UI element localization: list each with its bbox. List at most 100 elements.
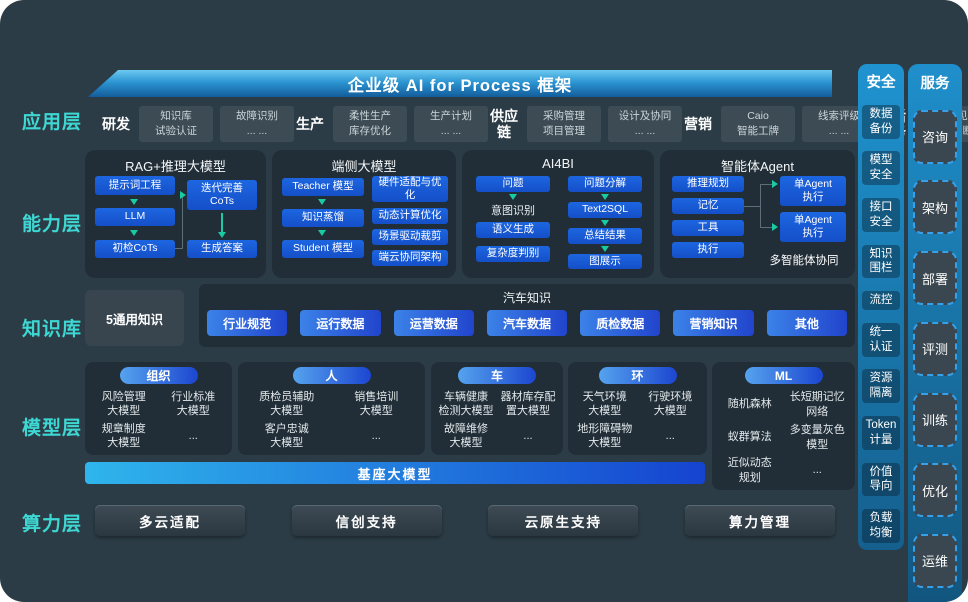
framework-banner: 企业级 AI for Process 框架 [88, 70, 832, 97]
compute-item: 多云适配 [95, 505, 245, 536]
ai4bi-complexity: 复杂度判别 [476, 246, 550, 262]
model-item: 规章制度 大模型 [101, 422, 146, 449]
model-item: ... [371, 429, 381, 442]
ai4bi-summarize: 总结结果 [568, 228, 642, 244]
model-item: 风险管理 大模型 [101, 390, 146, 417]
service-item: 架构 [913, 180, 957, 235]
arrow-down-icon [509, 194, 517, 200]
model-item: ... [523, 429, 533, 442]
security-item: 价值 导向 [862, 462, 900, 497]
model-box-people: 人 质检员辅助 大模型 销售培训 大模型 客户忠诚 大模型 ... [238, 362, 425, 455]
model-category-pill: 组织 [119, 367, 198, 384]
edge-feature: 端云协同架构 [372, 250, 448, 266]
connector-line [182, 195, 183, 249]
knowledge-pill: 其他 [766, 310, 847, 336]
model-item: 随机森林 [727, 398, 772, 411]
model-category-pill: 人 [292, 367, 371, 384]
layer-label-capability: 能力层 [21, 214, 82, 235]
knowledge-pill: 营销知识 [673, 310, 754, 336]
ai4bi-intent: 意图识别 [491, 205, 535, 217]
connector-line [760, 227, 772, 228]
cap-box-title: AI4BI [542, 156, 574, 171]
edge-feature: 场景驱动裁剪 [372, 229, 448, 245]
security-item: 接口 安全 [862, 197, 900, 232]
app-item: 知识库 试验认证 [139, 106, 213, 142]
app-group-supplychain: 供应链 采购管理 项目管理 设计及协同 ... ... [488, 106, 682, 142]
model-item: 行业标准 大模型 [171, 390, 216, 417]
security-panel: 安全 数据 备份 模型 安全 接口 安全 知识 围栏 流控 统一 认证 资源 隔… [858, 64, 904, 550]
security-item: 资源 隔离 [862, 369, 900, 404]
security-item: 流控 [862, 291, 900, 311]
arrow-right-icon [772, 223, 778, 231]
cap-box-title: RAG+推理大模型 [125, 159, 226, 174]
arrow-down-icon [130, 230, 138, 236]
connector-line [175, 248, 183, 249]
knowledge-pill: 汽车数据 [486, 310, 568, 336]
model-item: ... [812, 464, 822, 477]
knowledge-pill: 运营数据 [393, 310, 474, 336]
model-item: 长短期记忆 网络 [789, 391, 845, 418]
compute-layer-row: 多云适配 信创支持 云原生支持 算力管理 [95, 505, 835, 536]
model-item: ... [188, 429, 198, 442]
edge-feature: 动态计算优化 [372, 208, 448, 224]
agent-capability: 执行 [672, 242, 744, 258]
agent-capability: 工具 [672, 220, 744, 236]
services-panel: 服务 咨询 架构 部署 评测 训练 优化 运维 [908, 64, 962, 602]
rag-step-refine-cots: 迭代完善 CoTs [187, 180, 257, 210]
base-model-bar: 基座大模型 [85, 462, 705, 484]
cap-box-title: 智能体Agent [721, 159, 794, 174]
rag-step-initial-cots: 初检CoTs [95, 240, 175, 258]
app-item: 生产计划 ... ... [414, 106, 488, 142]
security-item: 数据 备份 [862, 104, 900, 139]
service-item: 咨询 [913, 109, 957, 164]
knowledge-auto-box: 汽车知识 行业规范 运行数据 运营数据 汽车数据 质检数据 营销知识 其他 [199, 284, 855, 347]
rag-step-answer: 生成答案 [187, 240, 257, 258]
arrow-down-icon [601, 194, 609, 200]
layer-label-compute: 算力层 [21, 514, 82, 535]
agent-single-exec: 单Agent 执行 [780, 176, 846, 206]
app-group-label: 生产 [296, 115, 324, 132]
model-item: 多变量灰色 模型 [789, 424, 845, 451]
app-group-label: 营销 [684, 115, 712, 132]
agent-multi-note: 多智能体协同 [769, 255, 839, 267]
connector-line [221, 213, 223, 232]
security-item: Token 计量 [862, 415, 900, 450]
edge-teacher-model: Teacher 模型 [282, 178, 364, 196]
app-item: 柔性生产 库存优化 [333, 106, 407, 142]
knowledge-general-box: 5通用知识 [85, 290, 184, 346]
model-item: 客户忠诚 大模型 [264, 422, 309, 449]
app-group-production: 生产 柔性生产 库存优化 生产计划 ... ... [294, 106, 488, 142]
layer-label-model: 模型层 [21, 418, 82, 439]
model-item: 近似动态 规划 [727, 457, 772, 484]
knowledge-pill: 质检数据 [580, 310, 661, 336]
agent-capability: 推理规划 [672, 176, 744, 192]
arrow-down-icon [218, 232, 226, 238]
service-item: 部署 [913, 251, 957, 306]
arrow-down-icon [318, 230, 326, 236]
capability-box-edge: 端侧大模型 Teacher 模型 知识蒸馏 Student 模型 硬件适配与优化… [272, 150, 456, 278]
service-item: 优化 [913, 463, 957, 518]
security-item: 统一 认证 [862, 322, 900, 357]
security-item: 负载 均衡 [862, 509, 900, 543]
edge-feature: 硬件适配与优化 [372, 176, 448, 202]
connector-line [744, 206, 760, 207]
app-item: Caio 智能工牌 [721, 106, 795, 142]
arrow-right-icon [180, 191, 186, 199]
app-group-label: 供应链 [490, 107, 518, 140]
application-layer-row: 研发 知识库 试验认证 故障识别 ... ... 生产 柔性生产 库存优化 生产… [100, 100, 968, 148]
arrow-down-icon [601, 246, 609, 252]
rag-step-llm: LLM [95, 208, 175, 226]
model-item: 销售培训 大模型 [354, 390, 399, 417]
model-category-pill: 车 [458, 367, 536, 384]
model-item: 蚁群算法 [727, 431, 772, 444]
ai4bi-question: 问题 [476, 176, 550, 192]
agent-single-exec: 单Agent 执行 [780, 212, 846, 242]
app-group-rd: 研发 知识库 试验认证 故障识别 ... ... [100, 106, 294, 142]
app-item: 设计及协同 ... ... [608, 106, 682, 142]
ai4bi-display: 图展示 [568, 254, 642, 269]
framework-title: 企业级 AI for Process 框架 [347, 76, 573, 95]
compute-item: 算力管理 [684, 505, 835, 536]
connector-line [760, 184, 772, 185]
model-category-pill: 环 [598, 367, 677, 384]
